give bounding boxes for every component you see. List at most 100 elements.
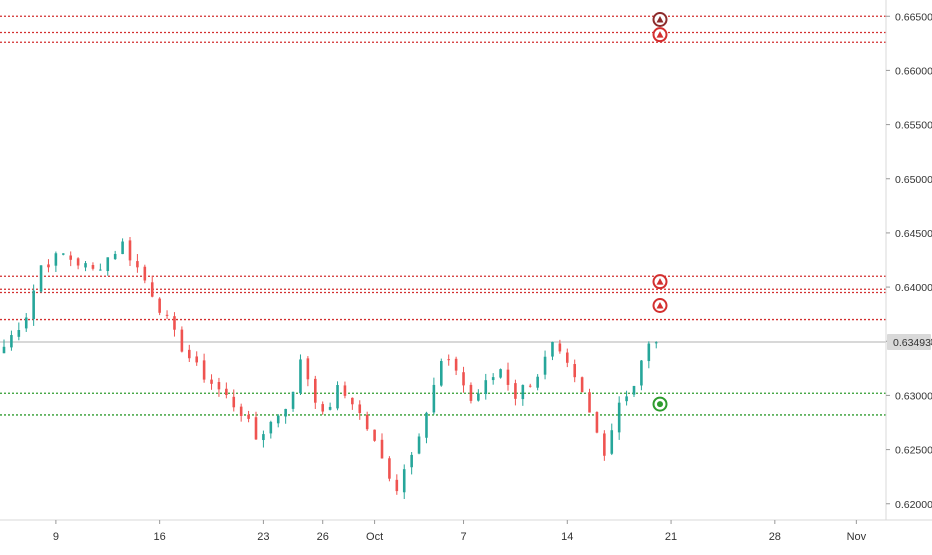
resistance-marker-icon[interactable] bbox=[652, 274, 668, 290]
horizontal-levels bbox=[0, 15, 886, 416]
candle-up bbox=[617, 402, 621, 433]
candle-up bbox=[99, 269, 102, 271]
candle-down bbox=[247, 414, 250, 419]
price-tick-label: 0.65500 bbox=[895, 120, 932, 132]
candle-up bbox=[647, 343, 651, 362]
candle-down bbox=[239, 406, 243, 416]
candle-up bbox=[84, 263, 87, 268]
candle-up bbox=[113, 253, 117, 260]
triangle-up-icon bbox=[656, 302, 664, 309]
candle-up bbox=[484, 380, 488, 394]
candle-down bbox=[588, 392, 591, 413]
candle-up bbox=[106, 257, 110, 272]
candle-up bbox=[477, 393, 480, 401]
candle-down bbox=[136, 261, 139, 268]
candle-down bbox=[180, 329, 184, 352]
candle-down bbox=[254, 417, 258, 440]
last-price-badge bbox=[887, 334, 931, 351]
candle-down bbox=[143, 266, 147, 281]
candle-down bbox=[469, 384, 473, 401]
candle-up bbox=[276, 415, 280, 424]
candle-down bbox=[358, 404, 362, 414]
candle-up bbox=[54, 253, 58, 266]
candle-down bbox=[595, 412, 599, 433]
candle-down bbox=[343, 385, 347, 396]
candle-up bbox=[625, 396, 628, 402]
candle-down bbox=[173, 316, 176, 330]
candle-down bbox=[447, 359, 451, 361]
candle-down bbox=[365, 414, 369, 430]
candle-down bbox=[558, 343, 562, 352]
resistance-marker-icon[interactable] bbox=[652, 298, 668, 313]
candle-up bbox=[521, 385, 525, 400]
candle-down bbox=[210, 379, 213, 384]
candle-down bbox=[217, 382, 221, 390]
last-price-tag: 0.63493 bbox=[887, 334, 931, 351]
candle-down bbox=[462, 372, 465, 386]
candle-up bbox=[640, 360, 643, 386]
candle-down bbox=[313, 378, 317, 403]
candle-up bbox=[551, 342, 554, 357]
time-tick-label: 21 bbox=[665, 531, 677, 543]
candle-up bbox=[291, 391, 295, 409]
candle-up bbox=[299, 359, 302, 394]
candle-up bbox=[654, 342, 658, 344]
time-tick-label: Nov bbox=[847, 531, 867, 543]
candle-up bbox=[24, 317, 28, 329]
time-tick-label: 23 bbox=[257, 531, 269, 543]
support-marker-icon[interactable] bbox=[652, 396, 668, 412]
candle-up bbox=[402, 469, 406, 493]
time-tick-label: Oct bbox=[366, 531, 383, 543]
candle-up bbox=[417, 436, 421, 454]
candle-down bbox=[380, 439, 384, 459]
candle-down bbox=[580, 377, 584, 393]
candle-up bbox=[536, 376, 539, 388]
candle-down bbox=[128, 240, 132, 261]
price-tick-label: 0.64500 bbox=[895, 228, 932, 240]
resistance-marker-icon[interactable] bbox=[652, 12, 668, 27]
candle-down bbox=[321, 404, 325, 412]
candle-down bbox=[202, 360, 206, 380]
candle-down bbox=[232, 396, 236, 408]
time-tick-label: 26 bbox=[317, 531, 329, 543]
resistance-marker-icon[interactable] bbox=[652, 27, 668, 43]
candle-up bbox=[432, 384, 436, 413]
candle-up bbox=[10, 335, 13, 348]
triangle-up-icon bbox=[656, 278, 664, 285]
candle-down bbox=[388, 458, 391, 479]
candle-down bbox=[565, 352, 569, 363]
candle-down bbox=[47, 264, 50, 268]
candle-up bbox=[32, 290, 35, 320]
price-tick-label: 0.62000 bbox=[895, 499, 932, 511]
candle-down bbox=[306, 358, 310, 380]
time-tick-label: 9 bbox=[53, 531, 59, 543]
triangle-up-icon bbox=[656, 16, 664, 23]
price-tick-label: 0.65000 bbox=[895, 174, 932, 186]
candle-down bbox=[165, 314, 169, 316]
time-axis[interactable]: 9 16 23 26 Oct 7 14 21 28 Nov bbox=[53, 520, 867, 543]
candle-down bbox=[395, 479, 399, 492]
price-tick-label: 0.66500 bbox=[895, 11, 932, 23]
candle-down bbox=[373, 429, 376, 441]
candle-up bbox=[499, 369, 502, 378]
candle-down bbox=[158, 298, 161, 313]
candle-up bbox=[610, 430, 614, 454]
dot-icon bbox=[657, 401, 663, 408]
price-tick-label: 0.66000 bbox=[895, 65, 932, 77]
price-tick-label: 0.62500 bbox=[895, 445, 932, 457]
time-tick-label: 28 bbox=[769, 531, 781, 543]
candle-down bbox=[225, 388, 228, 395]
candle-down bbox=[91, 265, 95, 269]
candle-up bbox=[121, 241, 124, 255]
candle-up bbox=[2, 346, 6, 354]
candle-down bbox=[150, 282, 154, 297]
candle-up bbox=[328, 406, 332, 410]
last-price-label: 0.63493 bbox=[893, 337, 931, 349]
candles bbox=[2, 236, 658, 499]
candle-down bbox=[195, 356, 199, 363]
candle-down bbox=[454, 358, 458, 371]
candle-down bbox=[514, 383, 517, 399]
